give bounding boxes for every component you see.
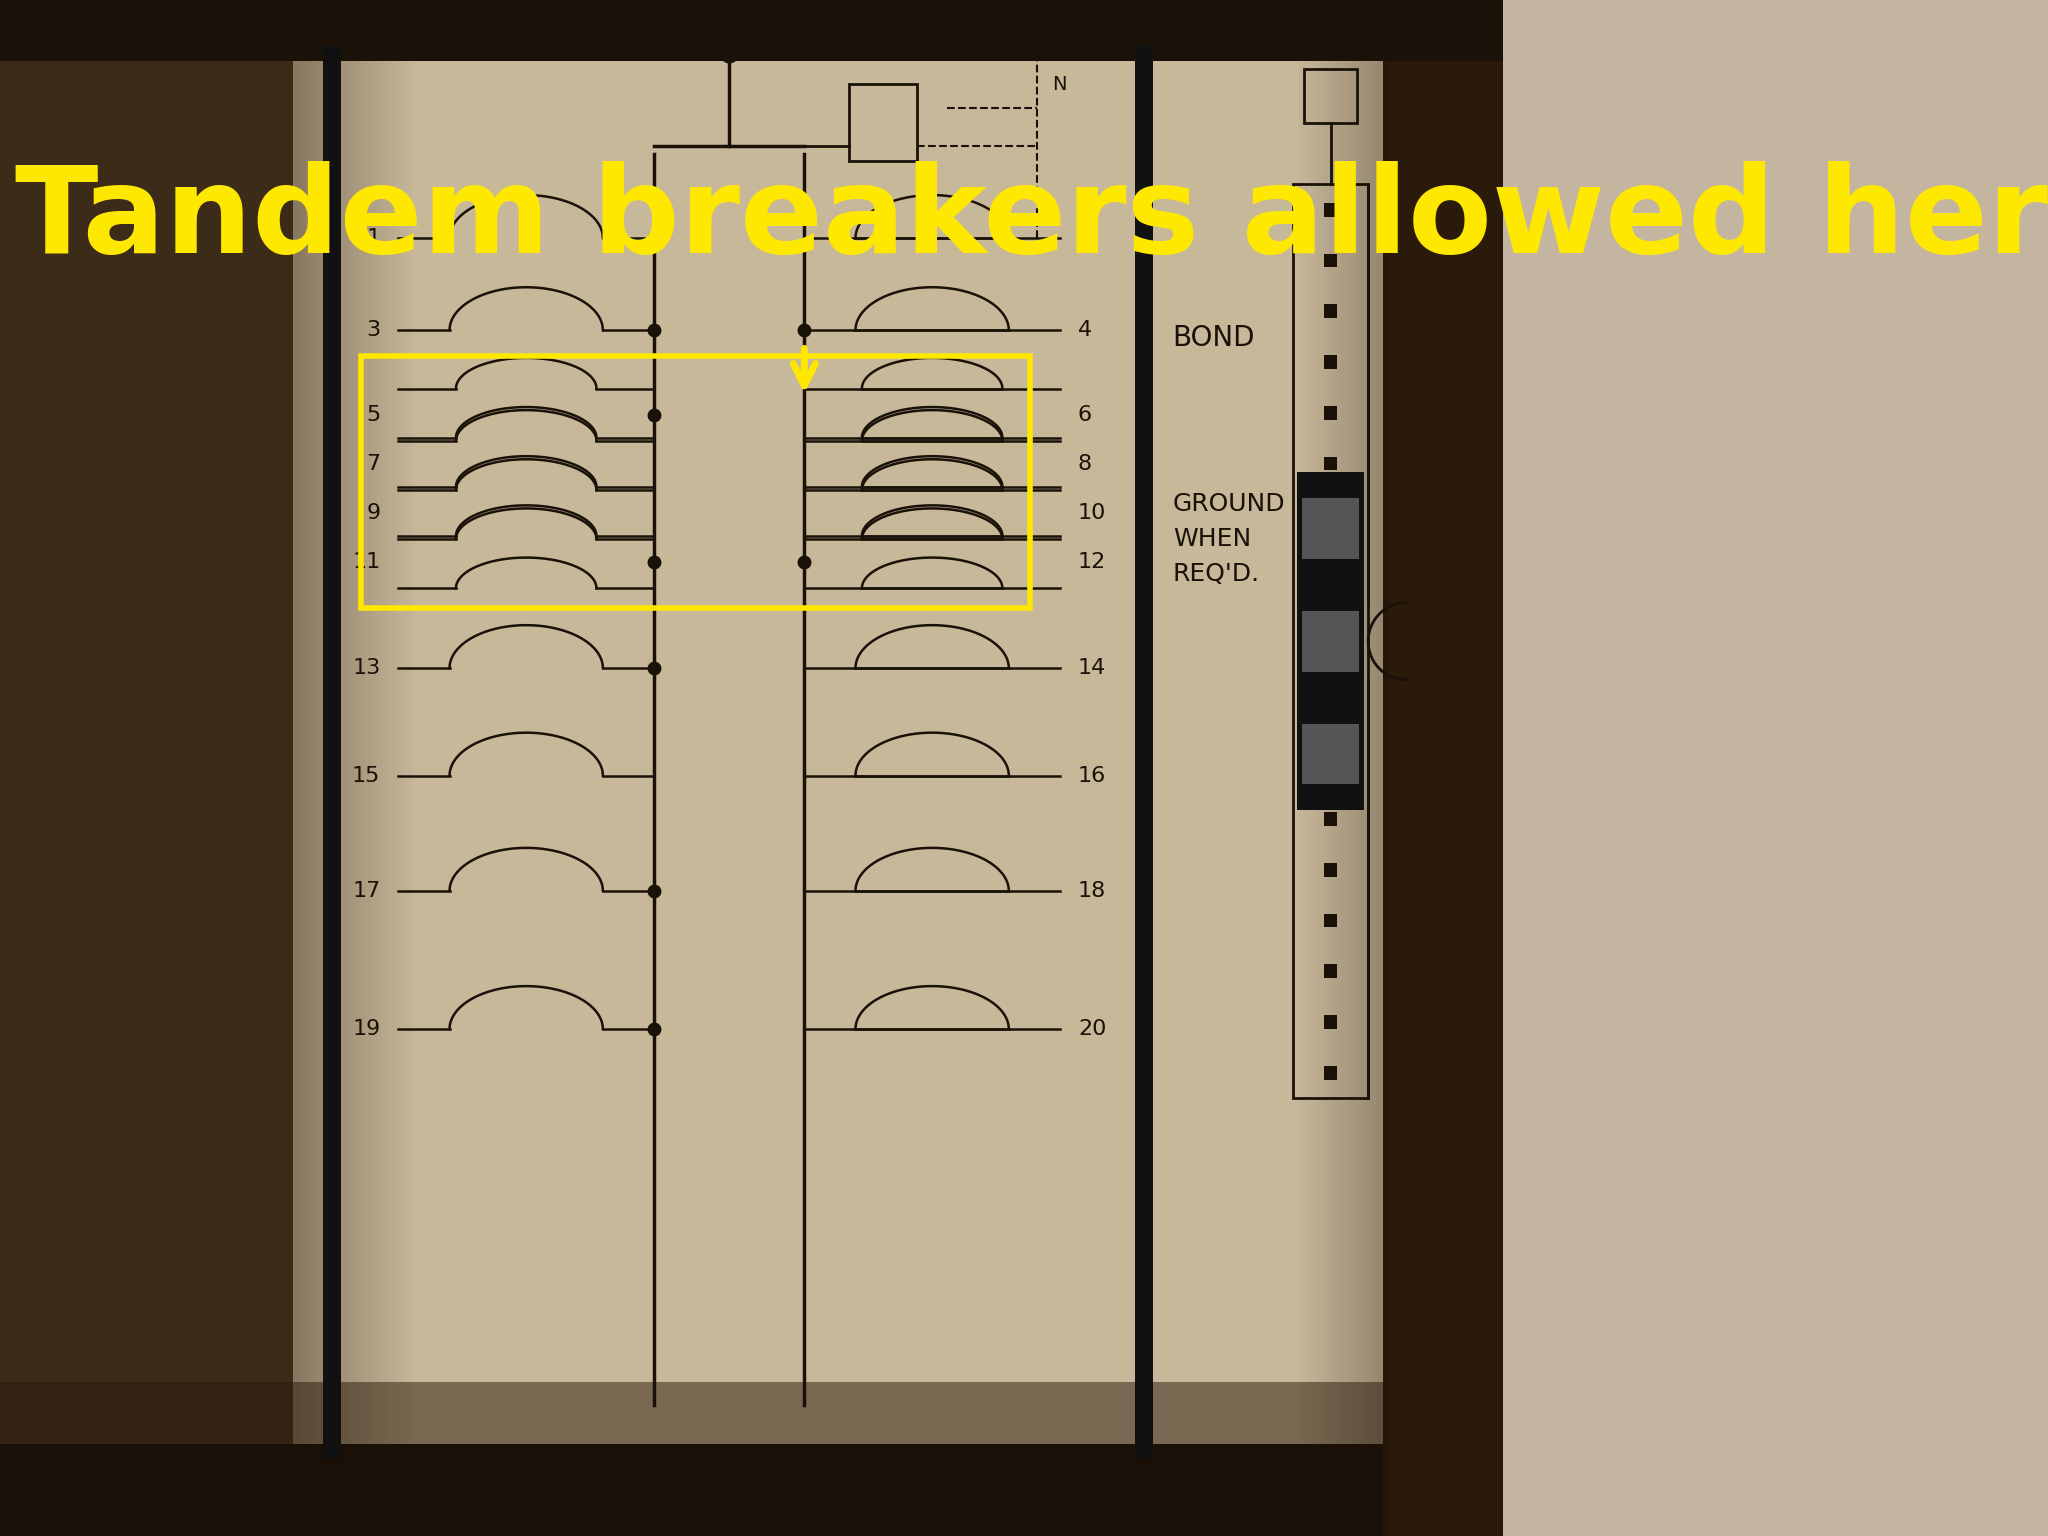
Bar (1323, 965, 1337, 978)
Text: GROUND
WHEN
REQ'D.: GROUND WHEN REQ'D. (1174, 492, 1286, 587)
Bar (1303, 498, 1360, 559)
Bar (0, 1444, 1503, 1536)
Bar (383, 0, 389, 1536)
Bar (1311, 0, 1317, 1536)
Text: N: N (1053, 75, 1067, 94)
Text: 9: 9 (367, 502, 381, 524)
Text: 14: 14 (1077, 657, 1106, 679)
Text: 8: 8 (1077, 453, 1092, 475)
Bar (1323, 507, 1337, 521)
Bar (1303, 723, 1360, 785)
Bar (389, 0, 395, 1536)
Bar (1329, 0, 1335, 1536)
Bar (360, 356, 1030, 608)
Bar (1366, 0, 1372, 1536)
Bar (1382, 0, 1389, 1536)
Text: BOND: BOND (1174, 324, 1255, 352)
Bar (1348, 0, 1354, 1536)
Bar (1323, 660, 1337, 674)
Bar (1323, 558, 1337, 571)
Bar (1323, 203, 1337, 217)
Bar (1335, 0, 1341, 1536)
Bar (358, 0, 365, 1536)
Bar (1372, 0, 1376, 1536)
Bar (395, 0, 401, 1536)
Bar (1323, 863, 1337, 877)
Bar (293, 0, 299, 1536)
Text: 7: 7 (367, 453, 381, 475)
Text: 16: 16 (1077, 765, 1106, 786)
Bar (317, 0, 324, 1536)
Bar (336, 0, 342, 1536)
Bar (1382, 0, 1503, 1536)
Text: 3: 3 (367, 319, 381, 341)
Bar (1323, 0, 1329, 1536)
Bar (342, 0, 348, 1536)
Bar (1323, 813, 1337, 826)
Bar (0, 1382, 1503, 1444)
Bar (365, 0, 371, 1536)
Bar (1376, 0, 1382, 1536)
Text: 5: 5 (367, 404, 381, 425)
Bar (1298, 0, 1305, 1536)
Text: 11: 11 (352, 551, 381, 573)
Bar (1305, 69, 1358, 123)
Bar (1341, 0, 1348, 1536)
Bar (1323, 456, 1337, 470)
Bar (1323, 1066, 1337, 1080)
Bar (299, 0, 305, 1536)
Bar (330, 0, 336, 1536)
Bar (1317, 0, 1323, 1536)
Bar (850, 84, 918, 161)
Text: Tandem breakers allowed here: Tandem breakers allowed here (14, 161, 2048, 278)
Bar (1135, 46, 1153, 1459)
Text: 2: 2 (1077, 227, 1092, 249)
Bar (0, 0, 293, 1536)
Bar (1323, 762, 1337, 776)
Bar (305, 0, 311, 1536)
Bar (0, 0, 1503, 61)
Bar (1323, 608, 1337, 622)
Bar (1292, 184, 1368, 1098)
Bar (401, 0, 408, 1536)
Bar (1323, 1015, 1337, 1029)
Text: 19: 19 (352, 1018, 381, 1040)
Bar (1354, 0, 1360, 1536)
Text: 4: 4 (1077, 319, 1092, 341)
Bar (1305, 0, 1311, 1536)
Text: 13: 13 (352, 657, 381, 679)
Bar (1323, 355, 1337, 369)
Bar (1323, 406, 1337, 419)
Text: 18: 18 (1077, 880, 1106, 902)
Text: 6: 6 (1077, 404, 1092, 425)
Text: 12: 12 (1077, 551, 1106, 573)
Text: 1: 1 (367, 227, 381, 249)
Bar (1323, 304, 1337, 318)
Text: 20: 20 (1077, 1018, 1106, 1040)
Bar (371, 0, 377, 1536)
Text: 10: 10 (1077, 502, 1106, 524)
Bar (324, 0, 330, 1536)
Bar (408, 0, 414, 1536)
Bar (311, 0, 317, 1536)
Text: 15: 15 (352, 765, 381, 786)
Bar (348, 0, 354, 1536)
Bar (1323, 914, 1337, 928)
Bar (1323, 711, 1337, 725)
Text: 17: 17 (352, 880, 381, 902)
Bar (1360, 0, 1366, 1536)
Bar (1303, 611, 1360, 671)
Bar (377, 0, 383, 1536)
Bar (1323, 253, 1337, 267)
Bar (1298, 473, 1364, 811)
Bar (324, 46, 342, 1459)
Bar (354, 0, 358, 1536)
